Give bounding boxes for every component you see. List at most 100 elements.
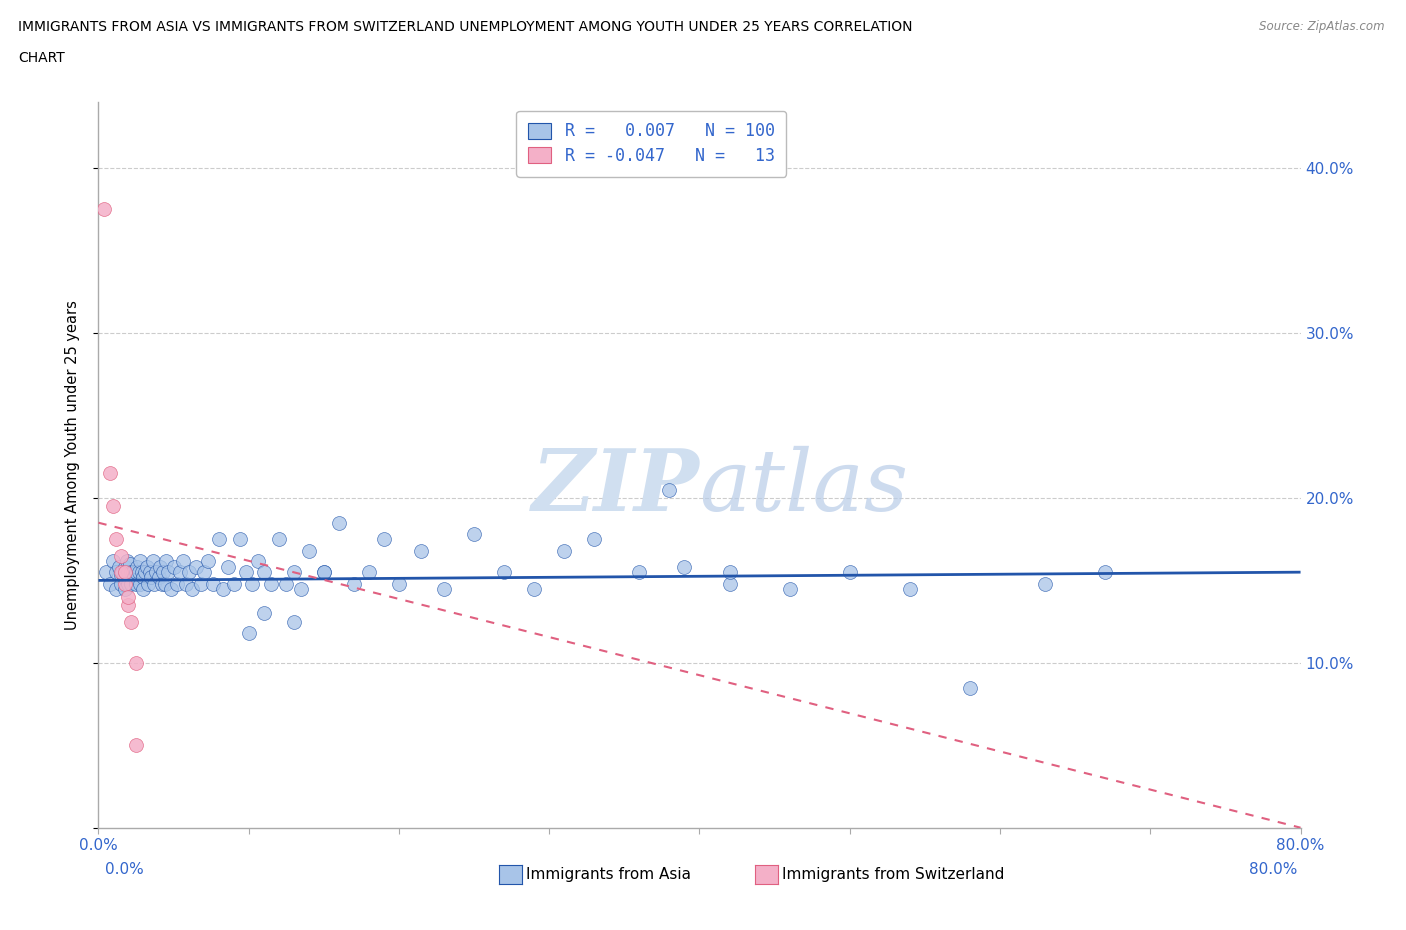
- Point: [276, 577, 298, 591]
- Point: [156, 565, 179, 579]
- Text: 0.0%: 0.0%: [105, 862, 145, 877]
- Point: [312, 565, 335, 579]
- Point: [166, 577, 188, 591]
- Text: Source: ZipAtlas.com: Source: ZipAtlas.com: [1260, 20, 1385, 33]
- Point: [149, 560, 172, 575]
- Point: [898, 581, 921, 596]
- Point: [132, 570, 155, 585]
- Point: [125, 577, 148, 591]
- Point: [779, 581, 801, 596]
- Point: [463, 526, 485, 541]
- Point: [290, 581, 312, 596]
- Point: [121, 614, 143, 629]
- Point: [115, 553, 138, 568]
- Point: [112, 570, 135, 585]
- Point: [197, 553, 219, 568]
- Point: [357, 565, 380, 579]
- Point: [117, 590, 139, 604]
- Y-axis label: Unemployment Among Youth under 25 years: Unemployment Among Youth under 25 years: [65, 300, 80, 630]
- Point: [135, 560, 157, 575]
- Point: [155, 553, 177, 568]
- Point: [114, 565, 136, 579]
- Point: [260, 577, 283, 591]
- Text: 80.0%: 80.0%: [1250, 862, 1298, 877]
- Point: [172, 553, 194, 568]
- Point: [108, 560, 131, 575]
- Point: [212, 581, 235, 596]
- Point: [253, 565, 276, 579]
- Point: [283, 614, 305, 629]
- Text: Immigrants from Switzerland: Immigrants from Switzerland: [782, 867, 1004, 882]
- Point: [193, 565, 215, 579]
- Point: [117, 565, 139, 579]
- Point: [222, 577, 245, 591]
- Point: [110, 568, 132, 583]
- Point: [110, 577, 132, 591]
- Point: [238, 626, 260, 641]
- Text: ZIP: ZIP: [531, 445, 700, 528]
- Point: [128, 565, 150, 579]
- Point: [959, 680, 981, 695]
- Point: [105, 532, 128, 547]
- Point: [583, 532, 606, 547]
- Point: [312, 565, 335, 579]
- Point: [184, 560, 207, 575]
- Point: [100, 466, 122, 481]
- Point: [138, 565, 160, 579]
- Point: [131, 565, 153, 579]
- Legend: R =   0.007   N = 100, R = -0.047   N =   13: R = 0.007 N = 100, R = -0.047 N = 13: [516, 111, 786, 177]
- Point: [208, 532, 231, 547]
- Point: [253, 606, 276, 621]
- Point: [283, 565, 305, 579]
- Point: [235, 565, 257, 579]
- Point: [190, 577, 212, 591]
- Point: [127, 560, 149, 575]
- Point: [136, 577, 159, 591]
- Point: [118, 556, 141, 571]
- Point: [105, 565, 128, 579]
- Point: [111, 565, 134, 579]
- Point: [1094, 565, 1116, 579]
- Point: [628, 565, 651, 579]
- Point: [110, 565, 132, 579]
- Point: [373, 532, 395, 547]
- Point: [141, 553, 163, 568]
- Point: [217, 560, 239, 575]
- Point: [105, 581, 128, 596]
- Point: [150, 577, 173, 591]
- Point: [129, 577, 152, 591]
- Point: [94, 565, 117, 579]
- Point: [152, 565, 174, 579]
- Point: [132, 581, 155, 596]
- Text: Immigrants from Asia: Immigrants from Asia: [526, 867, 690, 882]
- Point: [494, 565, 516, 579]
- Point: [117, 598, 139, 613]
- Point: [125, 656, 148, 671]
- Point: [145, 565, 167, 579]
- Point: [169, 565, 191, 579]
- Point: [139, 570, 162, 585]
- Point: [153, 577, 176, 591]
- Point: [553, 543, 575, 558]
- Point: [228, 532, 250, 547]
- Point: [143, 577, 166, 591]
- Point: [117, 577, 139, 591]
- Point: [103, 553, 125, 568]
- Point: [114, 581, 136, 596]
- Point: [114, 560, 136, 575]
- Point: [100, 577, 122, 591]
- Point: [433, 581, 456, 596]
- Point: [121, 565, 143, 579]
- Point: [718, 577, 741, 591]
- Point: [177, 565, 200, 579]
- Text: IMMIGRANTS FROM ASIA VS IMMIGRANTS FROM SWITZERLAND UNEMPLOYMENT AMONG YOUTH UND: IMMIGRANTS FROM ASIA VS IMMIGRANTS FROM …: [18, 20, 912, 34]
- Text: atlas: atlas: [700, 445, 908, 528]
- Point: [246, 553, 269, 568]
- Point: [411, 543, 433, 558]
- Point: [114, 577, 136, 591]
- Point: [267, 532, 290, 547]
- Point: [658, 483, 681, 498]
- Point: [103, 498, 125, 513]
- Point: [122, 565, 145, 579]
- Point: [174, 577, 197, 591]
